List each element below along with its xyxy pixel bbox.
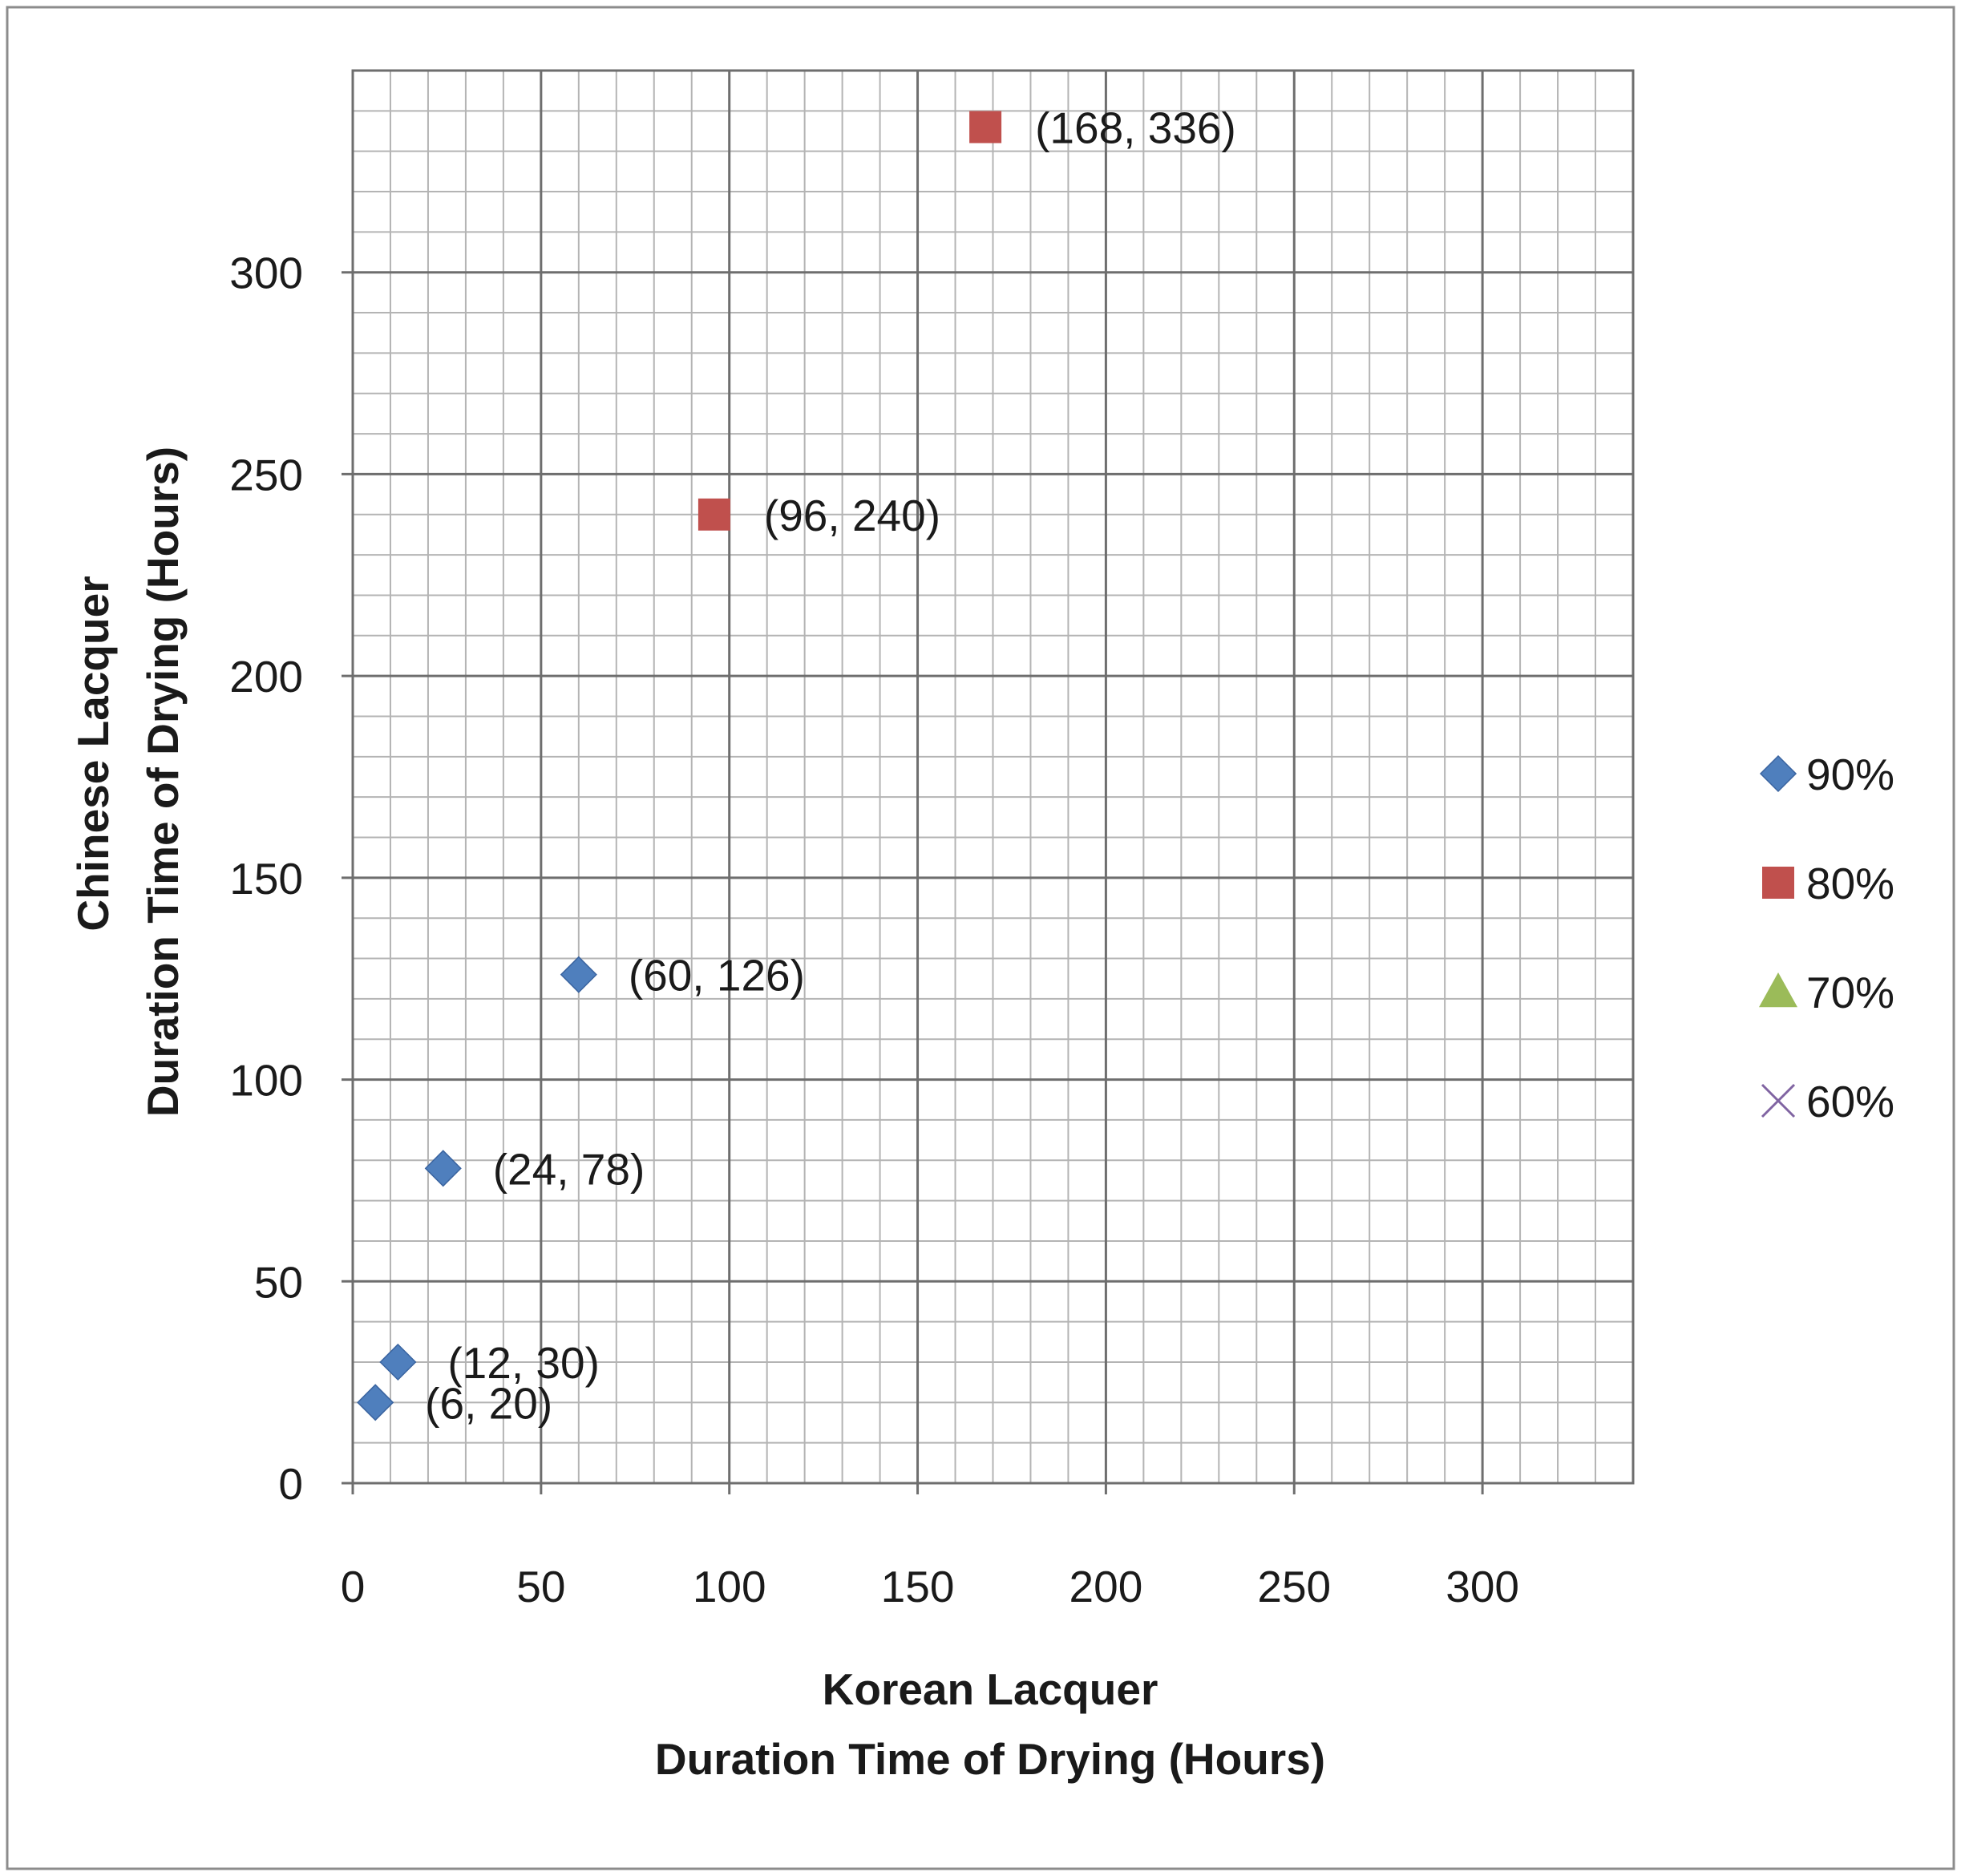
legend: 90% 80% 70% 60% bbox=[1759, 750, 1894, 1126]
x-tick-label: 300 bbox=[1445, 1562, 1519, 1611]
y-axis-title-line-2: Duration Time of Drying (Hours) bbox=[138, 447, 188, 1117]
x-axis-title: Korean Lacquer Duration Time of Drying (… bbox=[655, 1664, 1325, 1784]
data-point bbox=[424, 1150, 462, 1187]
x-tick-label: 50 bbox=[516, 1562, 565, 1611]
x-tick-label: 0 bbox=[341, 1562, 366, 1611]
tick-labels: 0 50 100 150 200 250 300 0 50 100 150 200 250 300 bbox=[229, 249, 1519, 1611]
x-tick-label: 150 bbox=[881, 1562, 955, 1611]
x-tick-label: 200 bbox=[1069, 1562, 1143, 1611]
y-tick-label: 300 bbox=[229, 249, 303, 298]
data-labels: (6, 20)(12, 30) (24, 78) (60, 126) (96, 240… bbox=[425, 103, 1236, 1428]
y-axis-title: Chinese Lacquer Duration Time of Drying … bbox=[68, 447, 188, 1117]
data-points bbox=[357, 111, 1002, 1421]
x-marker-stroke bbox=[1761, 1083, 1796, 1118]
data-point bbox=[969, 111, 1002, 144]
data-point bbox=[697, 498, 730, 531]
y-tick-label: 150 bbox=[229, 854, 303, 904]
data-label: (60, 126) bbox=[629, 951, 805, 1001]
legend-marker bbox=[1761, 1083, 1796, 1118]
data-label: (6, 20) bbox=[425, 1378, 552, 1428]
y-tick-label: 250 bbox=[229, 450, 303, 499]
axes bbox=[351, 69, 1635, 1485]
legend-marker bbox=[1762, 867, 1794, 899]
data-label: (24, 78) bbox=[493, 1144, 645, 1194]
x-axis-title-line-1: Korean Lacquer bbox=[823, 1664, 1158, 1714]
data-point bbox=[379, 1343, 417, 1381]
legend-label: 80% bbox=[1806, 859, 1894, 908]
x-axis-title-line-2: Duration Time of Drying (Hours) bbox=[655, 1734, 1325, 1784]
legend-marker bbox=[1759, 972, 1797, 1008]
y-tick-label: 100 bbox=[229, 1056, 303, 1106]
legend-label: 60% bbox=[1806, 1077, 1894, 1126]
chart-frame bbox=[6, 6, 1955, 1870]
x-tick-label: 250 bbox=[1257, 1562, 1331, 1611]
data-point bbox=[357, 1384, 394, 1421]
legend-label: 70% bbox=[1806, 968, 1894, 1017]
legend-label: 90% bbox=[1806, 750, 1894, 799]
data-label: (96, 240) bbox=[764, 491, 940, 540]
legend-marker bbox=[1759, 754, 1797, 793]
plot-area-border bbox=[351, 69, 1635, 1485]
x-tick-label: 100 bbox=[693, 1562, 766, 1611]
data-label: (12, 30) bbox=[447, 1338, 600, 1388]
grid bbox=[342, 70, 1634, 1494]
y-tick-label: 50 bbox=[254, 1257, 303, 1307]
data-point bbox=[560, 956, 597, 993]
y-tick-label: 0 bbox=[278, 1459, 303, 1509]
data-label: (168, 336) bbox=[1035, 103, 1236, 152]
y-tick-label: 200 bbox=[229, 652, 303, 701]
y-axis-title-line-1: Chinese Lacquer bbox=[68, 576, 118, 931]
